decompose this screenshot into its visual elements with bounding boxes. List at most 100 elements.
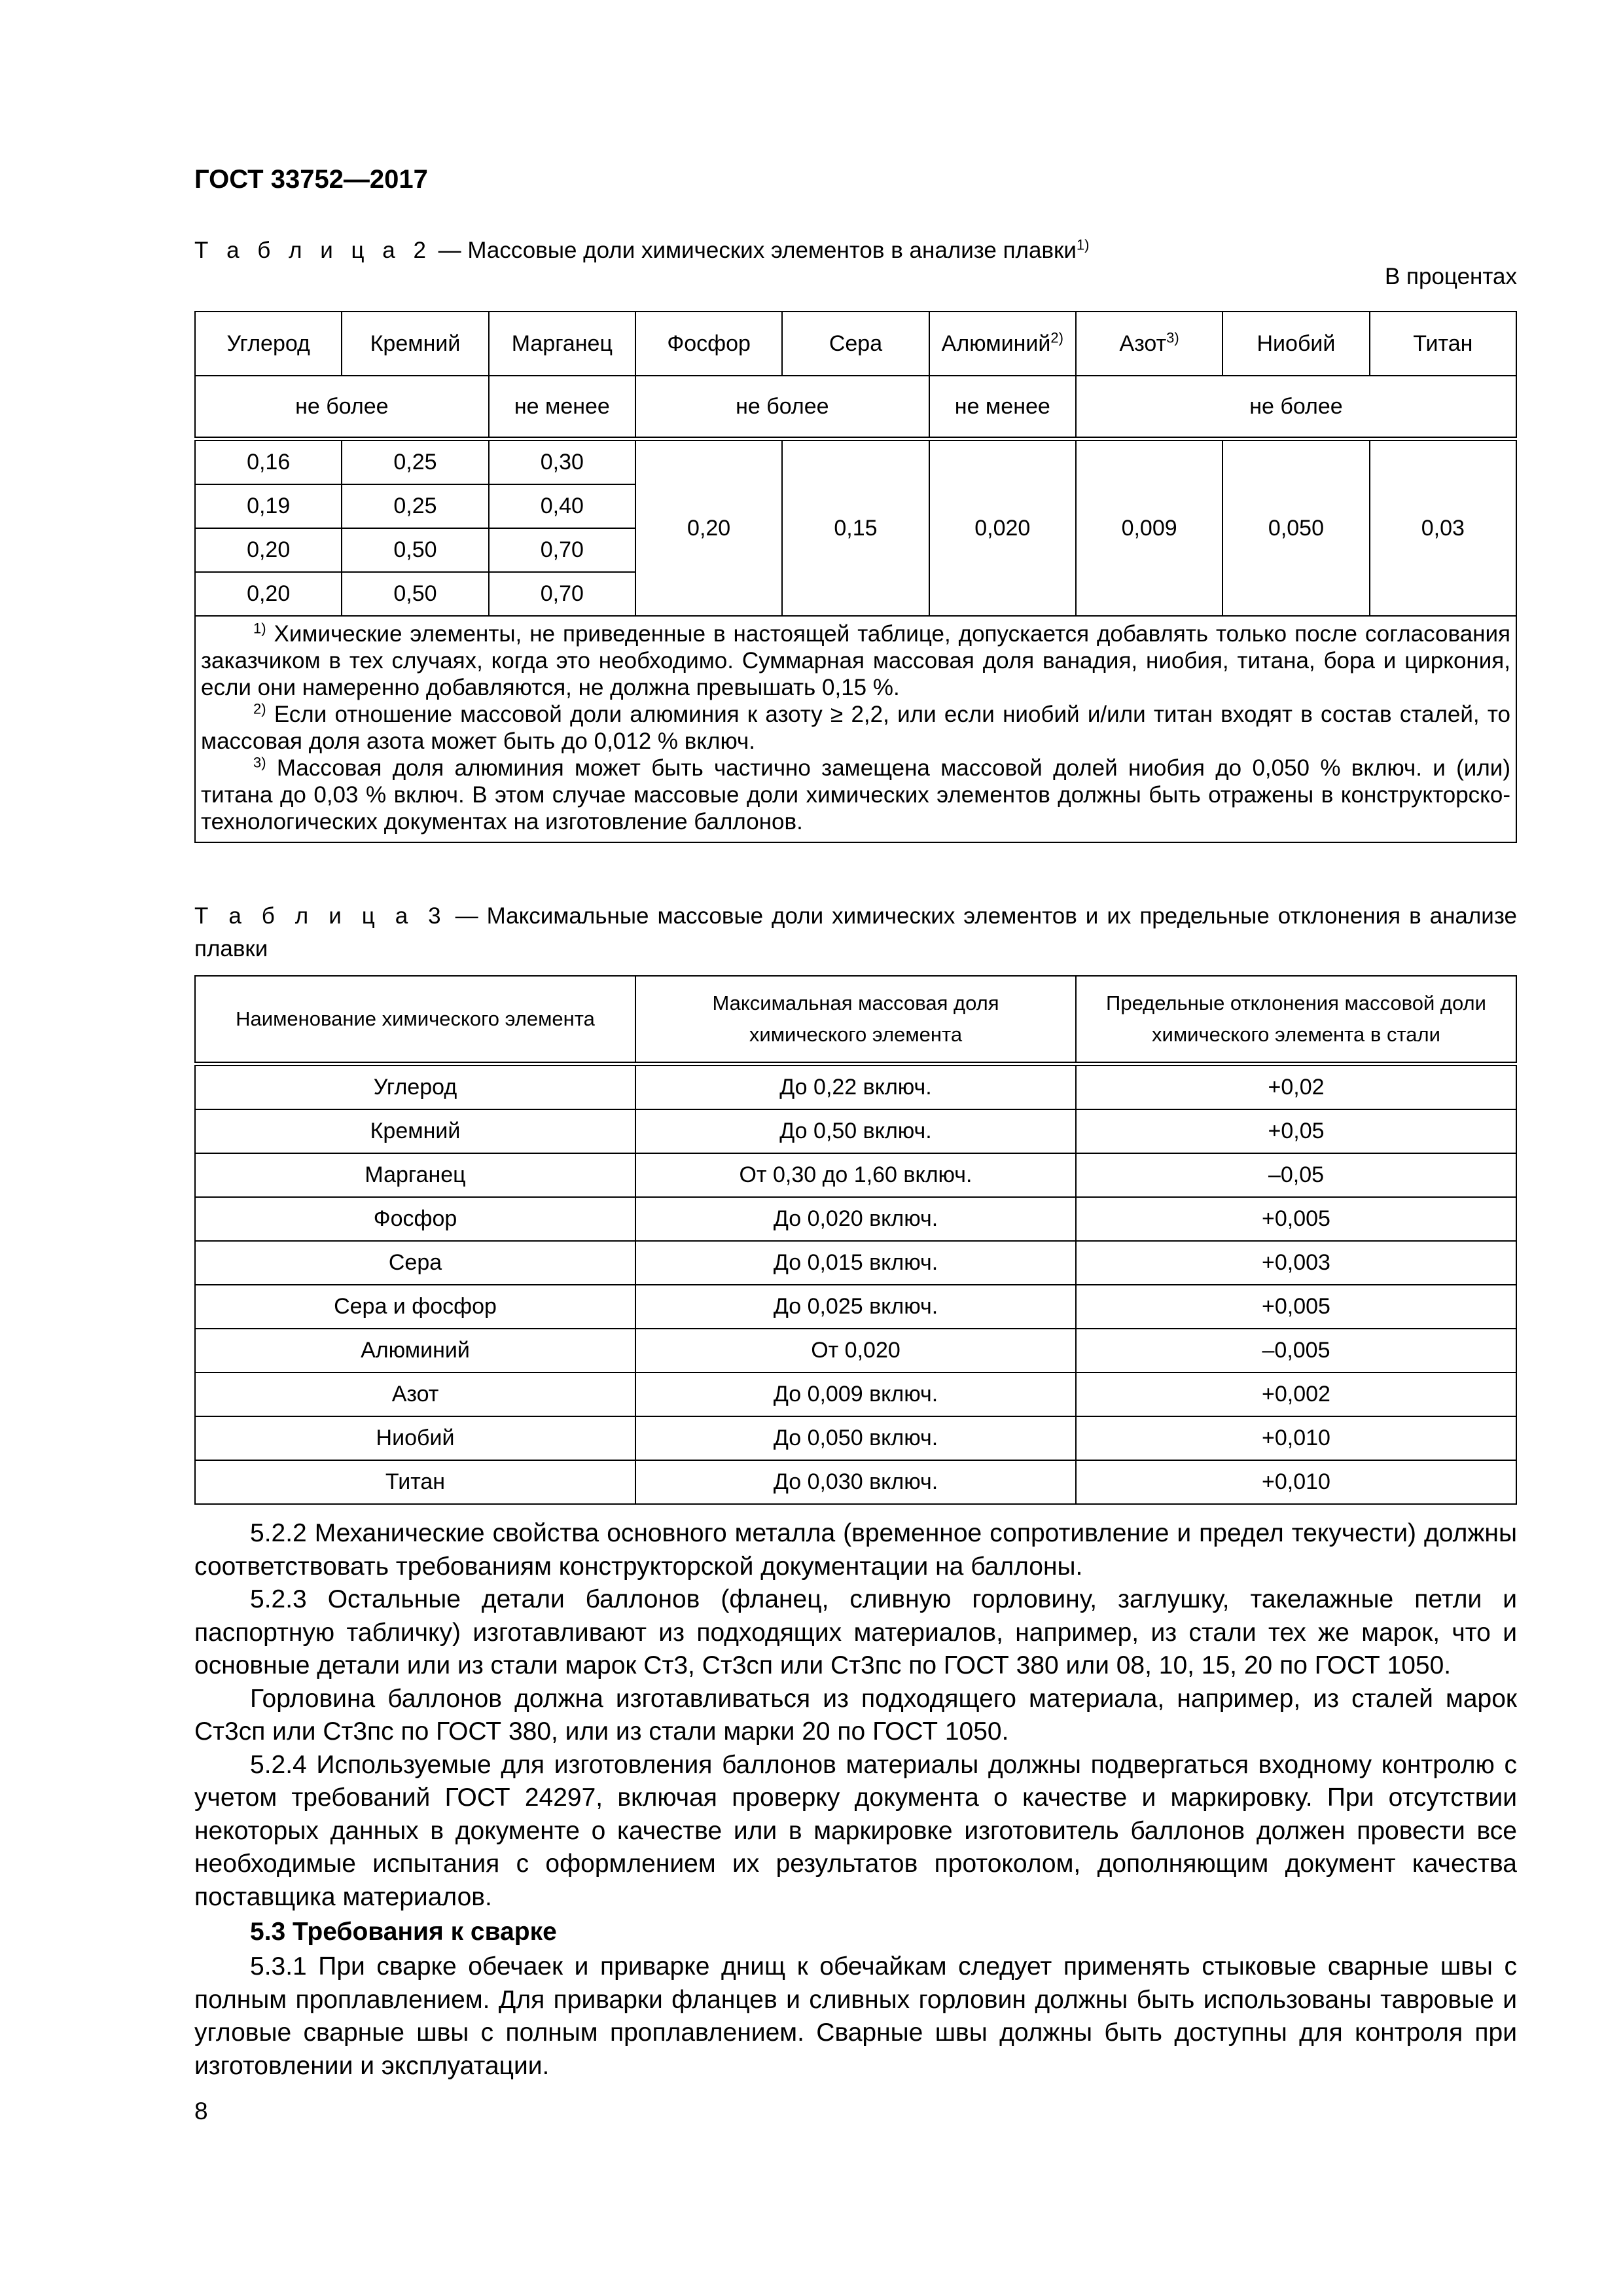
cell: 0,30 [488, 438, 636, 485]
cell: До 0,020 включ. [635, 1196, 1077, 1242]
document-header: ГОСТ 33752—2017 [194, 165, 428, 194]
table3-header-row: Наименование химического элемента Максим… [194, 975, 1517, 1066]
limit-cell: не менее [928, 375, 1077, 441]
footnote-text: Если отношение массовой доли алюминия к … [201, 702, 1510, 754]
col-header: Ниобий [1222, 311, 1370, 376]
footnote-mark: 3) [1166, 329, 1179, 346]
col-header: Титан [1368, 311, 1518, 376]
cell: 0,16 [194, 438, 343, 485]
cell: 0,40 [488, 484, 636, 529]
cell: Кремний [194, 1109, 636, 1154]
table3: Наименование химического элемента Максим… [194, 975, 1517, 1505]
col-header: Углерод [194, 311, 343, 376]
cell: Сера [194, 1240, 636, 1285]
table2-caption: Т а б л и ц а 2 — Массовые доли химическ… [194, 234, 1517, 267]
table-row: Азот До 0,009 включ. +0,002 [194, 1372, 1517, 1417]
col-header: Кремний [341, 311, 490, 376]
table2-limits-row: не более не менее не более не менее не б… [194, 375, 1518, 441]
table2-caption-note: 1) [1076, 236, 1090, 253]
footnote-mark: 1) [253, 620, 266, 637]
footnote: 3) Массовая доля алюминия может быть час… [201, 755, 1510, 835]
cell: 0,70 [488, 571, 636, 617]
paragraph: 5.2.4 Используемые для изготовления балл… [194, 1750, 1517, 1911]
table-row: Кремний До 0,50 включ. +0,05 [194, 1109, 1517, 1154]
cell: 0,20 [194, 571, 343, 617]
table-row: 0,20 0,50 0,70 [194, 528, 1516, 573]
limit-cell: не более [634, 375, 930, 441]
body-text: 5.2.2 Механические свойства основного ме… [194, 1517, 1517, 2083]
cell: Азот [194, 1372, 636, 1417]
cell: +0,003 [1075, 1240, 1517, 1285]
col-header: Сера [781, 311, 930, 376]
cell: До 0,015 включ. [635, 1240, 1077, 1285]
col-header: Азот3) [1075, 311, 1224, 376]
cell-titanium: 0,03 [1368, 438, 1518, 617]
table2: Углерод Кремний Марганец Фосфор Сера Алю… [194, 311, 1518, 843]
page-number: 8 [194, 2098, 208, 2125]
cell: +0,005 [1075, 1284, 1517, 1329]
table2-caption-text: — Массовые доли химических элементов в а… [431, 238, 1077, 263]
table-row: Титан До 0,030 включ. +0,010 [194, 1460, 1517, 1505]
cell: До 0,025 включ. [635, 1284, 1077, 1329]
cell-aluminium: 0,020 [928, 438, 1077, 617]
table-row: 0,16 0,25 0,30 0,20 0,15 0,020 0,009 0,0… [194, 438, 1518, 617]
cell: 0,25 [341, 484, 490, 529]
footnote-mark: 2) [253, 700, 266, 717]
cell: От 0,30 до 1,60 включ. [635, 1153, 1077, 1198]
table3-caption-prefix: Т а б л и ц а 3 [194, 903, 447, 929]
table2-footnotes-row: 1) Химические элементы, не приведенные в… [194, 615, 1517, 843]
cell: Углерод [194, 1063, 636, 1110]
cell-nitrogen: 0,009 [1075, 438, 1224, 617]
table-row: Сера и фосфор До 0,025 включ. +0,005 [194, 1284, 1517, 1329]
cell: До 0,22 включ. [635, 1063, 1077, 1110]
cell: +0,002 [1075, 1372, 1517, 1417]
limit-cell: не более [194, 375, 490, 441]
cell: 0,50 [341, 571, 490, 617]
cell-phosphorus: 0,20 [634, 438, 783, 617]
col-header: Фосфор [634, 311, 783, 376]
col-header-label: Азот [1119, 331, 1167, 356]
table-row: Сера До 0,015 включ. +0,003 [194, 1240, 1517, 1285]
paragraph: 5.2.3 Остальные детали баллонов (фланец,… [194, 1585, 1517, 1679]
cell: –0,005 [1075, 1328, 1517, 1373]
cell: +0,05 [1075, 1109, 1517, 1154]
cell: От 0,020 [635, 1328, 1077, 1373]
cell: Ниобий [194, 1416, 636, 1461]
footnote-mark: 3) [253, 754, 266, 771]
cell-niobium: 0,050 [1222, 438, 1370, 617]
footnote-text: Химические элементы, не приведенные в на… [201, 621, 1510, 700]
footnote-text: Массовая доля алюминия может быть частич… [201, 755, 1510, 834]
cell: Титан [194, 1460, 636, 1505]
cell: +0,010 [1075, 1460, 1517, 1505]
footnote-mark: 2) [1050, 329, 1063, 346]
cell: Марганец [194, 1153, 636, 1198]
col-header: Марганец [488, 311, 636, 376]
cell: До 0,050 включ. [635, 1416, 1077, 1461]
col-header: Алюминий2) [928, 311, 1077, 376]
limit-cell: не более [1075, 375, 1518, 441]
cell: 0,50 [341, 528, 490, 573]
section-heading: 5.3 Требования к сварке [250, 1918, 557, 1946]
cell: +0,005 [1075, 1196, 1517, 1242]
table-row: Фосфор До 0,020 включ. +0,005 [194, 1196, 1517, 1242]
col-header: Предельные отклонения массовой доли хими… [1075, 975, 1517, 1066]
table-row: Ниобий До 0,050 включ. +0,010 [194, 1416, 1517, 1461]
table2-unit: В процентах [1384, 264, 1517, 289]
col-header: Наименование химического элемента [194, 975, 636, 1066]
footnote: 1) Химические элементы, не приведенные в… [201, 620, 1510, 701]
table3-caption: Т а б л и ц а 3 — Максимальные массовые … [194, 900, 1517, 965]
cell: До 0,009 включ. [635, 1372, 1077, 1417]
cell-sulfur: 0,15 [781, 438, 930, 617]
cell: Сера и фосфор [194, 1284, 636, 1329]
cell: +0,02 [1075, 1063, 1517, 1110]
footnote: 2) Если отношение массовой доли алюминия… [201, 701, 1510, 755]
paragraph: 5.2.2 Механические свойства основного ме… [194, 1519, 1517, 1581]
cell: До 0,50 включ. [635, 1109, 1077, 1154]
cell: +0,010 [1075, 1416, 1517, 1461]
table-row: Углерод До 0,22 включ. +0,02 [194, 1063, 1517, 1110]
table-row: Марганец От 0,30 до 1,60 включ. –0,05 [194, 1153, 1517, 1198]
table3-caption-text: — Максимальные массовые доли химических … [194, 903, 1517, 961]
table2-caption-prefix: Т а б л и ц а 2 [194, 238, 432, 263]
paragraph: Горловина баллонов должна изготавливатьс… [194, 1684, 1517, 1746]
paragraph: 5.3.1 При сварке обечаек и приварке днищ… [194, 1952, 1517, 2080]
